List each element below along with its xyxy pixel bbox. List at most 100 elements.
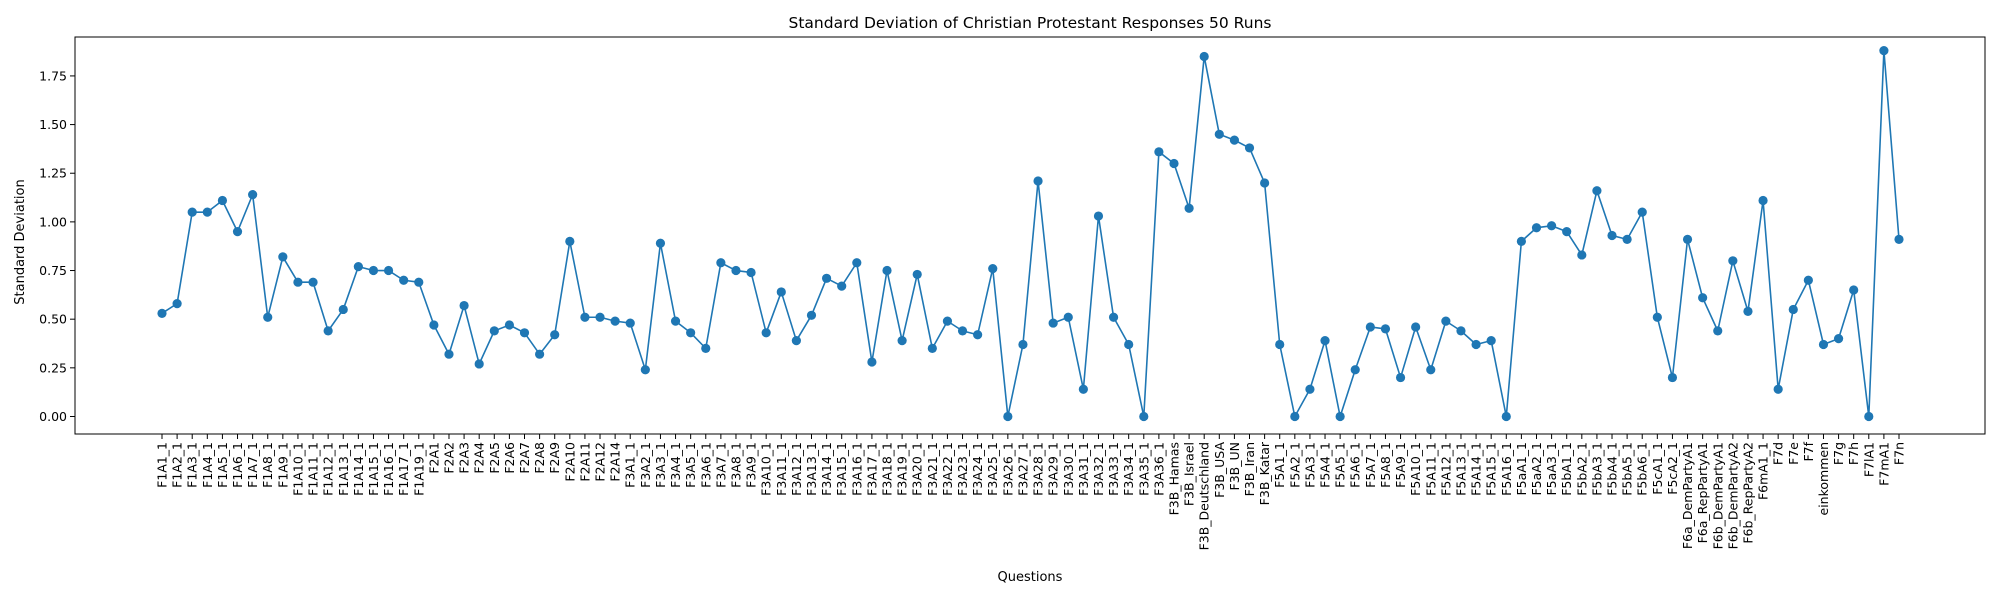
x-tick-label: F3A32_1 (1091, 442, 1106, 496)
data-point (1864, 411, 1874, 422)
x-tick-label: F5A3_1 (1302, 442, 1317, 488)
data-point (610, 316, 620, 326)
data-point (1562, 227, 1572, 237)
data-point (776, 287, 786, 297)
data-point (399, 275, 409, 285)
data-point (1773, 384, 1783, 394)
x-tick-label: F1A4_1 (200, 442, 215, 488)
data-point (383, 265, 394, 276)
x-tick-label: F3A12_1 (789, 442, 804, 496)
chart-title: Standard Deviation of Christian Protesta… (789, 14, 1272, 32)
x-tick-label: F3A18_1 (880, 442, 895, 496)
x-tick-label: F3A13_1 (804, 442, 819, 496)
data-point (1305, 384, 1315, 394)
data-point (1169, 158, 1179, 169)
data-point (414, 277, 424, 287)
x-tick-label: F6a_RepPartyA1 (1695, 442, 1710, 543)
x-tick-label: F2A7 (517, 442, 532, 474)
axes-frame (74, 36, 1986, 435)
x-tick-label: F3A11_1 (774, 442, 789, 496)
data-point (761, 328, 771, 338)
data-point (263, 312, 273, 322)
x-tick-label: F5A8_1 (1378, 442, 1393, 488)
x-tick-label: F3A21_1 (925, 442, 940, 496)
data-point (338, 304, 348, 315)
x-tick-label: F3B_USA (1212, 442, 1227, 498)
data-point (550, 330, 560, 340)
data-point (821, 273, 832, 283)
data-point (1743, 306, 1753, 316)
data-point (1833, 334, 1844, 344)
data-point (293, 277, 303, 287)
x-tick-label: F1A10_1 (290, 442, 305, 496)
x-tick-label: F5bA4_1 (1605, 442, 1620, 496)
data-point (1713, 326, 1723, 336)
x-tick-label: F3A3_1 (653, 442, 668, 488)
x-tick-label: F3B_Israel (1182, 442, 1197, 506)
x-tick-label: F1A13_1 (336, 442, 351, 496)
x-tick-label: F6b_DemPartyA2 (1725, 442, 1740, 549)
data-point (716, 258, 726, 268)
y-tick-label: 1.25 (39, 166, 67, 181)
x-tick-label: F5A15_1 (1484, 442, 1499, 496)
x-tick-label: F2A1 (426, 442, 441, 474)
data-point (1199, 51, 1209, 62)
data-point (595, 312, 605, 322)
x-tick-label: F1A2_1 (170, 442, 185, 488)
x-tick-label: F3A28_1 (1031, 442, 1046, 496)
data-point (1003, 411, 1013, 422)
data-point (988, 263, 998, 274)
data-point (1652, 312, 1662, 322)
data-point (248, 190, 258, 200)
data-point (973, 330, 983, 340)
y-tick-label: 1.50 (39, 117, 67, 132)
x-tick-label: F3A17_1 (864, 442, 879, 496)
x-tick-label: F7d (1771, 442, 1786, 465)
data-point (157, 308, 167, 318)
x-tick-label: F3A27_1 (1015, 442, 1030, 496)
x-tick-label: F1A11_1 (306, 442, 321, 496)
plot-area (74, 36, 1986, 435)
x-tick-label: F1A1_1 (155, 442, 170, 488)
x-tick-label: F2A14 (608, 442, 623, 482)
data-point (731, 265, 741, 276)
data-point (1682, 234, 1693, 244)
x-tick-label: F5bA5_1 (1620, 442, 1635, 496)
x-tick-label: F2A2 (441, 442, 456, 474)
data-point (1184, 203, 1194, 213)
data-point (1894, 234, 1904, 244)
data-point (897, 335, 907, 346)
x-tick-label: F7e (1786, 442, 1801, 465)
data-point (1698, 293, 1708, 303)
x-tick-label: F5aA2_1 (1529, 442, 1544, 496)
data-point (1667, 372, 1678, 383)
data-point (1048, 318, 1058, 328)
x-tick-label: F5bA3_1 (1589, 442, 1604, 496)
y-tick-label: 1.75 (39, 68, 67, 83)
data-point (353, 262, 363, 272)
x-tick-label: F5bA1_1 (1559, 442, 1574, 496)
data-point (308, 277, 318, 287)
x-tick-label: F3A19_1 (895, 442, 910, 496)
data-point (1516, 236, 1526, 246)
x-tick-label: F7mA1 (1876, 442, 1891, 486)
x-tick-label: F3B_UN (1227, 442, 1242, 490)
data-point (489, 326, 499, 336)
data-point (565, 236, 575, 246)
data-point (1093, 211, 1104, 221)
data-point (1290, 411, 1300, 422)
data-point (837, 281, 847, 291)
data-point (1501, 411, 1511, 422)
data-point (686, 328, 696, 338)
data-point (187, 207, 197, 217)
data-point (1365, 322, 1375, 332)
x-tick-label: F2A6 (502, 442, 517, 474)
data-point (957, 326, 968, 336)
x-tick-label: F3A20_1 (910, 442, 925, 496)
data-point (852, 258, 862, 268)
data-point (1335, 411, 1345, 422)
data-point (1788, 304, 1798, 315)
data-point (746, 267, 756, 278)
data-point (535, 349, 545, 359)
data-point (444, 349, 454, 359)
